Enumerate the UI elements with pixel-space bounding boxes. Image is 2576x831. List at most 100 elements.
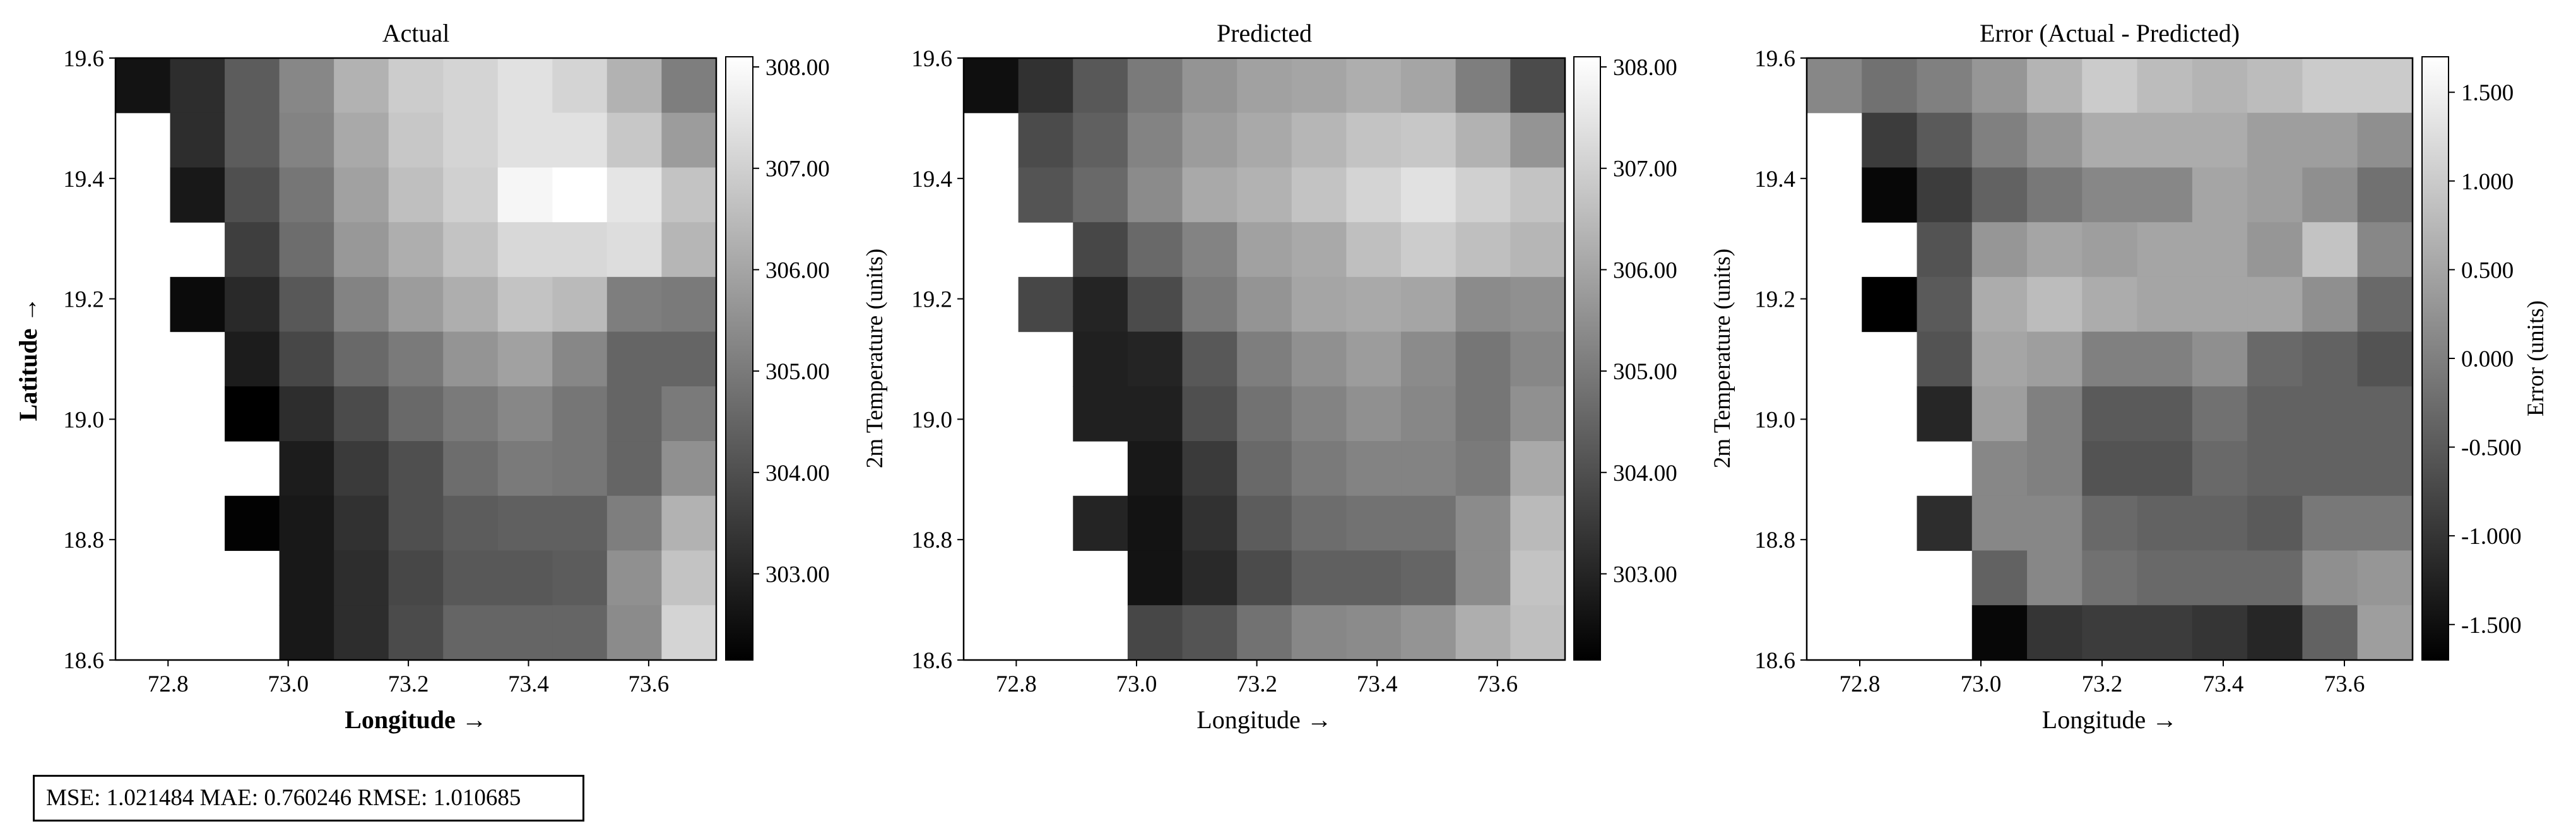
heatmap-cell	[2192, 167, 2248, 223]
heatmap-cell	[443, 276, 499, 333]
heatmap-cell	[388, 550, 444, 606]
heatmap-cell	[2027, 386, 2083, 442]
heatmap-cell	[2247, 222, 2303, 278]
x-tick-label: 73.6	[2324, 671, 2365, 697]
heatmap-cell	[388, 605, 444, 660]
heatmap-cell	[1401, 386, 1456, 442]
heatmap-cells	[964, 58, 1565, 660]
heatmap-cell	[2137, 167, 2193, 223]
heatmap-cell	[661, 386, 716, 442]
y-tick-label: 19.0	[1754, 407, 1795, 433]
heatmap-cell	[1346, 550, 1402, 606]
heatmap-cell	[497, 276, 553, 333]
heatmap-cell	[497, 222, 553, 278]
heatmap-cell	[1401, 112, 1456, 168]
heatmap-cell	[2302, 167, 2358, 223]
heatmap-cell	[2247, 605, 2303, 660]
heatmap-cell	[1510, 605, 1565, 660]
heatmap-cell	[1346, 112, 1402, 168]
heatmap-cell	[1127, 222, 1183, 278]
heatmap-cell	[443, 58, 499, 114]
heatmap-cell	[1127, 58, 1183, 114]
heatmap-cell	[1291, 386, 1347, 442]
heatmap-cell	[1291, 331, 1347, 387]
heatmap-cell	[170, 112, 225, 168]
heatmap-cell	[1917, 58, 1973, 114]
y-tick-label: 19.4	[63, 167, 104, 192]
heatmap-cell	[443, 167, 499, 223]
heatmap-cell	[552, 222, 608, 278]
heatmap-cell	[388, 331, 444, 387]
heatmap-cell	[388, 58, 444, 114]
y-tick-label: 18.6	[1754, 648, 1795, 674]
heatmap-cell	[334, 495, 389, 551]
x-tick-label: 73.0	[1116, 671, 1157, 697]
heatmap-cell	[443, 550, 499, 606]
heatmap-cell	[2082, 276, 2138, 333]
heatmap-cell	[2192, 112, 2248, 168]
heatmap-cell	[2247, 58, 2303, 114]
heatmap-cell	[1455, 386, 1511, 442]
heatmap-cell	[1073, 222, 1128, 278]
heatmap-cell	[1237, 331, 1292, 387]
heatmap-cell	[2247, 495, 2303, 551]
heatmap-cell	[2247, 441, 2303, 497]
colorbar-tick-label: 304.00	[1613, 461, 1677, 486]
heatmap-cell	[2302, 386, 2358, 442]
heatmap-cell	[2302, 276, 2358, 333]
heatmap-cell	[1291, 495, 1347, 551]
heatmap-cell	[2302, 331, 2358, 387]
heatmap-cell	[1073, 276, 1128, 333]
heatmap-cell	[115, 58, 171, 114]
heatmap-cell	[1455, 331, 1511, 387]
metrics-text: MSE: 1.021484 MAE: 0.760246 RMSE: 1.0106…	[46, 785, 521, 811]
heatmap-cell	[2027, 550, 2083, 606]
x-tick-label: 73.6	[629, 671, 670, 697]
heatmap-cell	[1401, 276, 1456, 333]
heatmap-cell	[1346, 276, 1402, 333]
heatmap-cell	[279, 167, 334, 223]
y-tick-label: 18.6	[911, 648, 952, 674]
heatmap-cell	[2082, 386, 2138, 442]
heatmap-cell	[1455, 441, 1511, 497]
x-axis-label: Longitude →	[1196, 705, 1332, 734]
metrics-box: MSE: 1.021484 MAE: 0.760246 RMSE: 1.0106…	[33, 775, 584, 822]
heatmap-cell	[1237, 276, 1292, 333]
y-tick-label: 19.6	[63, 46, 104, 72]
heatmap-cell	[1073, 495, 1128, 551]
heatmap-cell	[1510, 222, 1565, 278]
heatmap-cell	[1510, 495, 1565, 551]
heatmap-cell	[1971, 550, 2028, 606]
heatmap-cell	[2027, 605, 2083, 660]
heatmap-cell	[1018, 112, 1073, 168]
heatmap-cell	[334, 167, 389, 223]
heatmap-cell	[2302, 605, 2358, 660]
heatmap-cell	[1455, 112, 1511, 168]
heatmap-cell	[2137, 222, 2193, 278]
heatmap-cell	[497, 386, 553, 442]
panel-title: Predicted	[1217, 19, 1312, 47]
heatmap-cell	[606, 167, 662, 223]
heatmap-cell	[1073, 58, 1128, 114]
heatmap-cell	[497, 441, 553, 497]
plot-frame	[1805, 57, 2414, 661]
heatmap-cell	[1237, 550, 1292, 606]
heatmap-cell	[1291, 276, 1347, 333]
heatmap-cell	[225, 222, 280, 278]
heatmap-cell	[2082, 331, 2138, 387]
heatmap-cell	[443, 112, 499, 168]
x-tick-label: 72.8	[148, 671, 189, 697]
colorbar-tick-label: 306.00	[1613, 257, 1677, 283]
heatmap-cell	[170, 58, 225, 114]
colorbar-tick-label: 303.00	[1613, 562, 1677, 587]
heatmap-cell	[1291, 112, 1347, 168]
heatmap-cell	[334, 605, 389, 660]
heatmap-cell	[661, 167, 716, 223]
colorbar-tick-label: 0.000	[2461, 346, 2514, 372]
heatmap-cell	[964, 58, 1019, 114]
y-tick-label: 18.8	[63, 527, 104, 553]
heatmap-cell	[606, 112, 662, 168]
heatmap-cell	[1455, 550, 1511, 606]
heatmap-cell	[2357, 386, 2413, 442]
heatmap-cell	[279, 112, 334, 168]
